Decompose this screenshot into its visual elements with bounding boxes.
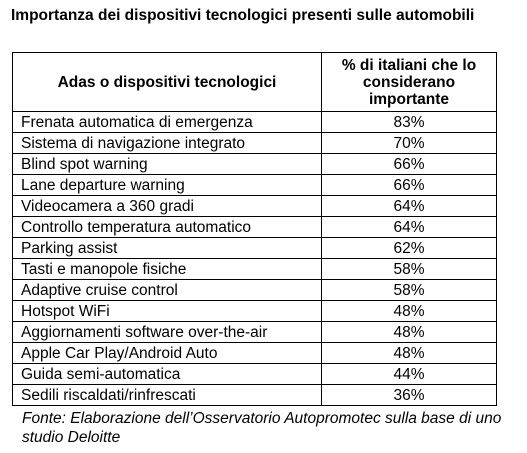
percentage-cell: 48% <box>321 300 497 322</box>
device-name-cell: Guida semi-automatica <box>12 363 322 385</box>
device-name-cell: Controllo temperatura automatico <box>12 216 322 238</box>
table-row: Tasti e manopole fisiche 58% <box>12 258 497 280</box>
percentage-cell: 64% <box>321 216 497 238</box>
header-device: Adas o dispositivi tecnologici <box>12 52 322 112</box>
device-name-cell: Parking assist <box>12 237 322 259</box>
device-name-cell: Adaptive cruise control <box>12 279 322 301</box>
device-name-cell: Apple Car Play/Android Auto <box>12 342 322 364</box>
percentage-cell: 64% <box>321 195 497 217</box>
table-row: Videocamera a 360 gradi 64% <box>12 195 497 217</box>
table-row: Sistema di navigazione integrato 70% <box>12 132 497 154</box>
table-header-row: Adas o dispositivi tecnologici % di ital… <box>12 52 497 112</box>
device-name-cell: Lane departure warning <box>12 174 322 196</box>
table-body: Frenata automatica di emergenza 83% Sistem… <box>12 111 497 406</box>
table-row: Sedili riscaldati/rinfrescati 36% <box>12 384 497 406</box>
device-name-cell: Videocamera a 360 gradi <box>12 195 322 217</box>
device-name-cell: Aggiornamenti software over-the-air <box>12 321 322 343</box>
device-name-cell: Hotspot WiFi <box>12 300 322 322</box>
importance-table: Adas o dispositivi tecnologici % di ital… <box>12 52 497 406</box>
table-row: Lane departure warning 66% <box>12 174 497 196</box>
percentage-cell: 83% <box>321 111 497 133</box>
percentage-cell: 62% <box>321 237 497 259</box>
percentage-cell: 70% <box>321 132 497 154</box>
percentage-cell: 66% <box>321 153 497 175</box>
table-row: Controllo temperatura automatico 64% <box>12 216 497 238</box>
table-row: Apple Car Play/Android Auto 48% <box>12 342 497 364</box>
percentage-cell: 36% <box>321 384 497 406</box>
document-title: Importanza dei dispositivi tecnologici p… <box>11 7 475 24</box>
percentage-cell: 44% <box>321 363 497 385</box>
table-row: Hotspot WiFi 48% <box>12 300 497 322</box>
table-row: Aggiornamenti software over-the-air 48% <box>12 321 497 343</box>
table-row: Blind spot warning 66% <box>12 153 497 175</box>
table-row: Parking assist 62% <box>12 237 497 259</box>
percentage-cell: 48% <box>321 342 497 364</box>
device-name-cell: Tasti e manopole fisiche <box>12 258 322 280</box>
percentage-cell: 48% <box>321 321 497 343</box>
device-name-cell: Blind spot warning <box>12 153 322 175</box>
table-row: Adaptive cruise control 58% <box>12 279 497 301</box>
table-row: Frenata automatica di emergenza 83% <box>12 111 497 133</box>
percentage-cell: 66% <box>321 174 497 196</box>
table-row: Guida semi-automatica 44% <box>12 363 497 385</box>
device-name-cell: Sistema di navigazione integrato <box>12 132 322 154</box>
header-percentage: % di italiani che lo considerano importa… <box>321 52 497 112</box>
device-name-cell: Frenata automatica di emergenza <box>12 111 322 133</box>
percentage-cell: 58% <box>321 279 497 301</box>
source-note: Fonte: Elaborazione dell’Osservatorio Au… <box>22 410 502 446</box>
device-name-cell: Sedili riscaldati/rinfrescati <box>12 384 322 406</box>
percentage-cell: 58% <box>321 258 497 280</box>
